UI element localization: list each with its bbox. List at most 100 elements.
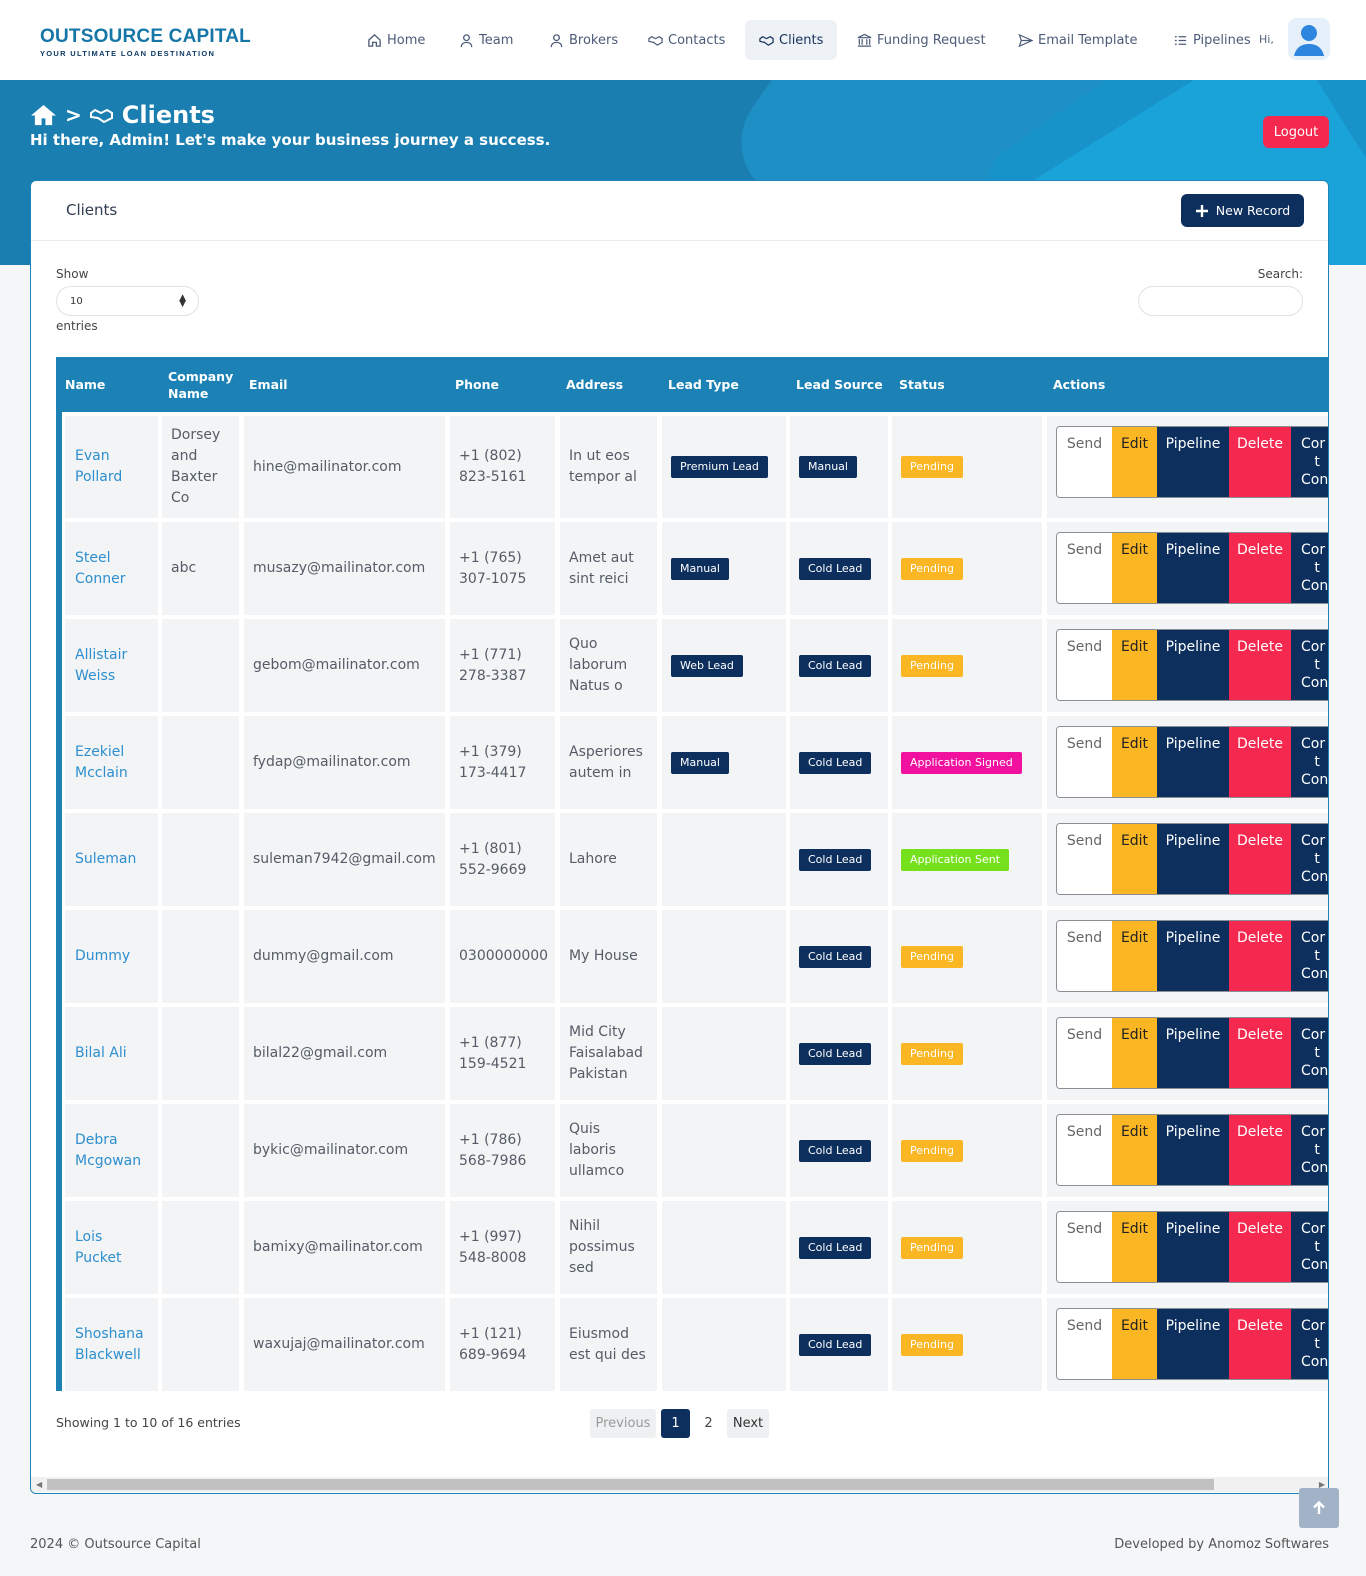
pipeline-button[interactable]: Pipeline (1157, 727, 1229, 797)
send-button[interactable]: Send (1057, 921, 1112, 991)
delete-button[interactable]: Delete (1229, 533, 1291, 603)
delete-button[interactable]: Delete (1229, 1212, 1291, 1282)
client-name-link[interactable]: Evan Pollard (75, 448, 123, 485)
column-header[interactable]: Address (566, 377, 624, 392)
send-button[interactable]: Send (1057, 630, 1112, 700)
nav-clients[interactable]: Clients (745, 20, 838, 60)
avatar-icon[interactable] (1288, 18, 1330, 60)
nav-funding-request[interactable]: Funding Request (843, 20, 1000, 60)
client-email: musazy@mailinator.com (253, 560, 426, 576)
pipeline-button[interactable]: Pipeline (1157, 1018, 1229, 1088)
client-name-link[interactable]: Suleman (75, 851, 137, 867)
pipeline-button[interactable]: Pipeline (1157, 427, 1229, 497)
previous-page-button[interactable]: Previous (590, 1409, 656, 1438)
send-button[interactable]: Send (1057, 727, 1112, 797)
pipeline-button[interactable]: Pipeline (1157, 533, 1229, 603)
scrollbar-thumb[interactable] (47, 1479, 1214, 1490)
column-header[interactable]: Phone (455, 377, 500, 392)
send-button[interactable]: Send (1057, 1018, 1112, 1088)
convert-button[interactable]: Cor t Con (1291, 824, 1328, 894)
home-icon[interactable] (30, 104, 57, 127)
status-cell: Pending (892, 1201, 1042, 1294)
delete-button[interactable]: Delete (1229, 824, 1291, 894)
convert-button[interactable]: Cor t Con (1291, 1018, 1328, 1088)
client-email: fydap@mailinator.com (253, 754, 411, 770)
delete-button[interactable]: Delete (1229, 727, 1291, 797)
address-cell: Lahore (560, 813, 657, 906)
client-name-link[interactable]: Steel Conner (75, 549, 126, 587)
send-button[interactable]: Send (1057, 533, 1112, 603)
edit-button[interactable]: Edit (1112, 427, 1157, 497)
edit-button[interactable]: Edit (1112, 630, 1157, 700)
convert-button[interactable]: Cor t Con (1291, 1212, 1328, 1282)
nav-brokers[interactable]: Brokers (535, 20, 632, 60)
breadcrumb-separator: > (65, 103, 82, 127)
logout-button[interactable]: Logout (1263, 116, 1329, 148)
new-record-button[interactable]: New Record (1181, 194, 1304, 227)
client-name-link[interactable]: Shoshana Blackwell (75, 1325, 144, 1363)
nav-team[interactable]: Team (445, 20, 527, 60)
convert-button[interactable]: Cor t Con (1291, 1115, 1328, 1185)
delete-button[interactable]: Delete (1229, 1018, 1291, 1088)
scroll-to-top-button[interactable] (1299, 1488, 1339, 1528)
page-1-button[interactable]: 1 (661, 1409, 690, 1438)
pipeline-button[interactable]: Pipeline (1157, 824, 1229, 894)
convert-button[interactable]: Cor t Con (1291, 427, 1328, 497)
convert-button[interactable]: Cor t Con (1291, 1309, 1328, 1379)
convert-button[interactable]: Cor t Con (1291, 630, 1328, 700)
scroll-left-icon[interactable]: ◀ (36, 1480, 43, 1489)
edit-button[interactable]: Edit (1112, 1212, 1157, 1282)
nav-home[interactable]: Home (353, 20, 439, 60)
page-2-button[interactable]: 2 (704, 1416, 713, 1431)
send-button[interactable]: Send (1057, 1212, 1112, 1282)
actions-cell: Send Edit Pipeline Delete Cor t Con (1047, 522, 1328, 615)
client-name-link[interactable]: Debra Mcgowan (75, 1131, 142, 1169)
delete-button[interactable]: Delete (1229, 1309, 1291, 1379)
convert-button[interactable]: Cor t Con (1291, 921, 1328, 991)
edit-button[interactable]: Edit (1112, 824, 1157, 894)
pipeline-button[interactable]: Pipeline (1157, 630, 1229, 700)
edit-button[interactable]: Edit (1112, 1115, 1157, 1185)
row-action-group: Send Edit Pipeline Delete Cor t Con (1056, 823, 1328, 895)
pipeline-button[interactable]: Pipeline (1157, 1212, 1229, 1282)
client-name-link[interactable]: Allistair Weiss (75, 646, 128, 684)
next-page-button[interactable]: Next (727, 1409, 769, 1438)
send-button[interactable]: Send (1057, 1309, 1112, 1379)
lead-type-cell: Manual (662, 522, 786, 615)
nav-pipelines[interactable]: Pipelines (1159, 20, 1265, 60)
delete-button[interactable]: Delete (1229, 630, 1291, 700)
entries-per-page-select[interactable]: 10 ▲ ▼ (56, 286, 199, 316)
edit-button[interactable]: Edit (1112, 533, 1157, 603)
pipeline-button[interactable]: Pipeline (1157, 1309, 1229, 1379)
client-name-link[interactable]: Ezekiel Mcclain (75, 743, 128, 781)
edit-button[interactable]: Edit (1112, 727, 1157, 797)
convert-button[interactable]: Cor t Con (1291, 533, 1328, 603)
scroll-right-icon[interactable]: ▶ (1318, 1480, 1325, 1489)
column-header[interactable]: Email (249, 377, 288, 392)
column-header[interactable]: Company Name (168, 368, 234, 401)
client-name-link[interactable]: Lois Pucket (75, 1228, 122, 1266)
delete-button[interactable]: Delete (1229, 921, 1291, 991)
column-header[interactable]: Name (65, 377, 106, 392)
send-button[interactable]: Send (1057, 824, 1112, 894)
edit-button[interactable]: Edit (1112, 1018, 1157, 1088)
edit-button[interactable]: Edit (1112, 921, 1157, 991)
brand-logo[interactable]: OUTSOURCE CAPITAL YOUR ULTIMATE LOAN DES… (40, 26, 251, 58)
delete-button[interactable]: Delete (1229, 427, 1291, 497)
nav-email-template[interactable]: Email Template (1004, 20, 1152, 60)
pipeline-button[interactable]: Pipeline (1157, 921, 1229, 991)
delete-button[interactable]: Delete (1229, 1115, 1291, 1185)
nav-contacts[interactable]: Contacts (634, 20, 739, 60)
horizontal-scrollbar[interactable]: ◀ ▶ (31, 1477, 1328, 1492)
send-button[interactable]: Send (1057, 427, 1112, 497)
send-button[interactable]: Send (1057, 1115, 1112, 1185)
column-header[interactable]: Status (899, 377, 945, 392)
client-name-link[interactable]: Dummy (75, 948, 131, 964)
search-input[interactable] (1138, 286, 1303, 316)
pipeline-button[interactable]: Pipeline (1157, 1115, 1229, 1185)
column-header[interactable]: Lead Type (668, 377, 739, 392)
client-name-link[interactable]: Bilal Ali (75, 1045, 127, 1061)
column-header[interactable]: Lead Source (796, 377, 883, 392)
convert-button[interactable]: Cor t Con (1291, 727, 1328, 797)
edit-button[interactable]: Edit (1112, 1309, 1157, 1379)
